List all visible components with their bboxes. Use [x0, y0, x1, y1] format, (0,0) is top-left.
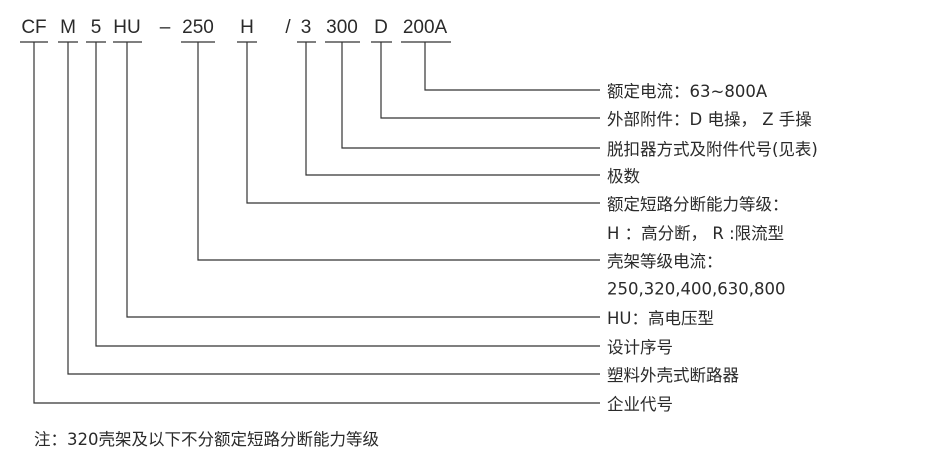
code-d: D — [374, 17, 388, 38]
label-frame-current-values: 250,320,400,630,800 — [607, 279, 786, 299]
code-slash: / — [285, 17, 291, 38]
label-trip-code: 脱扣器方式及附件代号(见表) — [607, 140, 818, 159]
leader-300 — [341, 42, 600, 149]
code-m: M — [60, 17, 76, 38]
code-3: 3 — [300, 17, 312, 38]
label-mccb: 塑料外壳式断路器 — [607, 366, 739, 385]
code-hu: HU — [113, 17, 141, 38]
label-rated-current: 额定电流：63~800A — [607, 82, 768, 101]
leader-d — [380, 42, 600, 119]
label-design-number: 设计序号 — [607, 338, 673, 357]
leader-200a — [424, 42, 600, 91]
leader-m — [67, 42, 600, 375]
label-poles: 极数 — [607, 167, 640, 186]
leader-250 — [197, 42, 600, 261]
code-cf: CF — [21, 17, 47, 38]
code-dash: – — [159, 17, 171, 38]
footnote: 注：320壳架及以下不分额定短路分断能力等级 — [34, 430, 379, 449]
label-breaking-capacity: 额定短路分断能力等级： — [607, 195, 789, 214]
leader-cf — [33, 42, 600, 404]
code-300: 300 — [326, 17, 358, 38]
leader-5 — [95, 42, 600, 347]
label-company-code: 企业代号 — [607, 395, 673, 414]
label-frame-current: 壳架等级电流： — [607, 252, 723, 271]
code-200a: 200A — [402, 17, 448, 38]
label-hu: HU：高电压型 — [607, 309, 714, 328]
leader-h — [246, 42, 600, 204]
code-h: H — [240, 17, 254, 38]
label-accessories: 外部附件：D 电操， Z 手操 — [607, 110, 812, 129]
label-breaking-capacity-values: H ：高分断， R :限流型 — [607, 224, 785, 243]
code-250: 250 — [182, 17, 214, 38]
code-5: 5 — [90, 17, 102, 38]
leader-3 — [305, 42, 600, 176]
leader-hu — [126, 42, 600, 318]
